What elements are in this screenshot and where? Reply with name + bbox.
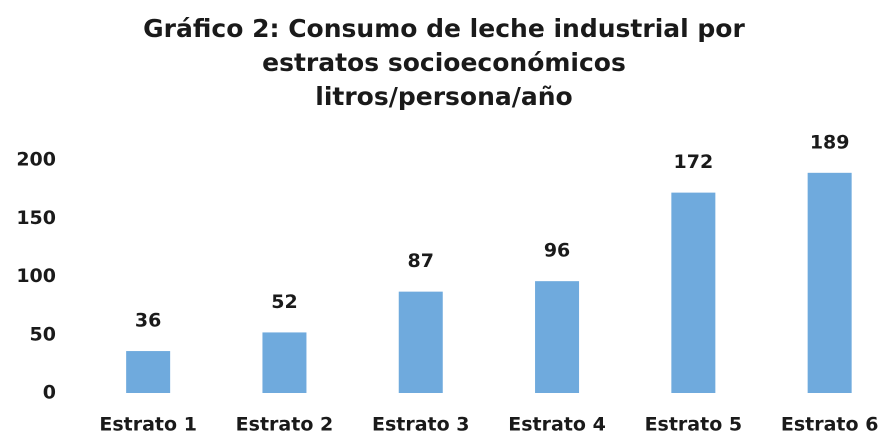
title-block: Gráfico 2: Consumo de leche industrial p… [84, 12, 804, 114]
data-label: 96 [544, 240, 570, 262]
data-label: 36 [135, 310, 161, 332]
bar [535, 281, 580, 393]
x-tick-label: Estrato 2 [236, 414, 334, 436]
bar [262, 332, 307, 393]
bar [807, 172, 852, 393]
bar [671, 192, 716, 393]
data-label: 87 [408, 250, 434, 272]
y-tick-label: 150 [16, 207, 56, 229]
data-label: 52 [271, 291, 297, 313]
x-tick-label: Estrato 4 [508, 414, 606, 436]
x-tick-label: Estrato 3 [372, 414, 470, 436]
chart-title: Gráfico 2: Consumo de leche industrial p… [143, 14, 745, 77]
x-tick-label: Estrato 5 [645, 414, 743, 436]
chart-subtitle: litros/persona/año [315, 82, 573, 111]
bar [126, 351, 171, 393]
y-tick-label: 100 [16, 265, 56, 287]
x-tick-label: Estrato 6 [781, 414, 879, 436]
y-tick-label: 200 [16, 149, 56, 171]
bar [398, 291, 443, 393]
data-label: 189 [810, 131, 850, 153]
x-tick-label: Estrato 1 [99, 414, 197, 436]
data-label: 172 [674, 151, 714, 173]
y-tick-label: 0 [43, 382, 56, 404]
y-tick-label: 50 [30, 323, 56, 345]
